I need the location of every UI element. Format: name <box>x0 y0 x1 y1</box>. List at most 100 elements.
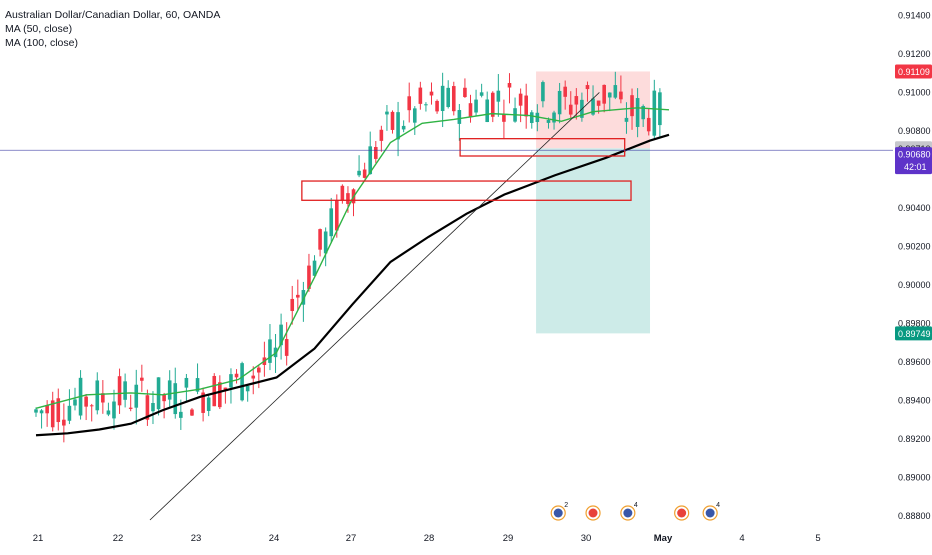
stop-price-badge[interactable] <box>895 64 932 79</box>
candle-body <box>257 367 261 373</box>
ma50-legend-label[interactable]: MA (50, close) <box>5 23 73 35</box>
time-axis[interactable] <box>0 528 932 550</box>
time-tick-label: 23 <box>191 533 202 544</box>
candle-body <box>117 376 122 406</box>
candle-body <box>490 92 495 117</box>
candle-body <box>39 410 44 414</box>
candle-body <box>557 90 562 115</box>
symbol-title: Australian Dollar/Canadian Dollar, 60, O… <box>5 9 221 21</box>
price-tick-label: 0.89800 <box>898 319 931 329</box>
candle-body <box>195 378 200 392</box>
candle-body <box>184 377 189 388</box>
candle-body <box>646 117 651 132</box>
ma100-legend-label[interactable]: MA (100, close) <box>5 37 78 49</box>
candle-body <box>128 407 133 409</box>
candle-body <box>362 169 367 178</box>
target-price-badge-text: 0.89749 <box>898 329 931 339</box>
take-profit-zone[interactable] <box>536 148 651 334</box>
candle-body <box>496 90 501 102</box>
countdown-text: 42:01 <box>904 162 927 172</box>
target-price-badge[interactable] <box>895 326 932 341</box>
economic-event-icon[interactable] <box>674 505 690 521</box>
candle-body <box>301 290 306 305</box>
candle-body <box>563 86 567 97</box>
economic-event-icon[interactable]: 2 <box>550 502 568 521</box>
candle-body <box>56 398 61 423</box>
candle-body <box>212 375 217 407</box>
time-tick-label: 4 <box>739 533 744 544</box>
candle-body <box>635 98 640 127</box>
ma100-line[interactable] <box>35 133 670 437</box>
price-axis[interactable] <box>893 0 932 550</box>
candle-body <box>652 90 657 136</box>
trendline[interactable] <box>149 92 600 521</box>
candle-body <box>201 392 205 413</box>
candle-body <box>162 394 166 402</box>
candle-body <box>468 103 473 118</box>
candle-body <box>591 98 595 115</box>
candle-body <box>140 377 144 381</box>
price-tick-label: 0.91400 <box>898 10 931 20</box>
candle-body <box>457 110 462 124</box>
candle-body <box>223 387 228 391</box>
candle-body <box>641 106 645 120</box>
candle-body <box>95 380 100 411</box>
support-box[interactable] <box>301 180 632 201</box>
candle-body <box>624 117 629 122</box>
candle-body <box>50 400 55 428</box>
candle-body <box>335 200 339 231</box>
candle-body <box>151 403 155 412</box>
candle-body <box>429 91 434 96</box>
candle-body <box>290 298 295 312</box>
time-tick-label: 22 <box>113 533 124 544</box>
economic-event-icon[interactable]: 4 <box>620 502 638 521</box>
candle-body <box>451 86 456 112</box>
candle-body <box>385 111 389 115</box>
candle-body <box>602 84 606 104</box>
price-tick-label: 0.89000 <box>898 473 931 483</box>
candle-body <box>73 399 77 406</box>
candle-body <box>368 146 373 175</box>
resistance-box[interactable] <box>459 138 626 157</box>
current-price-badge[interactable] <box>895 147 932 175</box>
candle-body <box>541 82 545 102</box>
candle-body <box>206 397 211 411</box>
economic-event-icon[interactable] <box>585 505 601 521</box>
candle-body <box>630 95 634 117</box>
candle-body <box>568 104 573 115</box>
price-tick-label: 0.89200 <box>898 434 931 444</box>
ma50-line[interactable] <box>35 107 670 409</box>
candle-body <box>346 193 350 204</box>
time-tick-label: 28 <box>424 533 435 544</box>
candle-body <box>524 95 528 117</box>
candle-body <box>34 409 38 413</box>
candle-body <box>485 99 490 123</box>
candle-body <box>552 112 556 123</box>
time-tick-label: 5 <box>815 533 820 544</box>
price-tick-label: 0.91000 <box>898 87 931 97</box>
candle-body <box>134 384 139 408</box>
candle-body <box>329 208 334 237</box>
candle-body <box>112 401 116 419</box>
candle-body <box>179 411 183 418</box>
candle-body <box>84 396 88 407</box>
candle-body <box>529 112 534 124</box>
candle-body <box>240 363 244 401</box>
price-tick-label: 0.90000 <box>898 280 931 290</box>
candle-body <box>619 91 623 100</box>
candle-body <box>435 100 439 112</box>
candle-body <box>67 405 72 421</box>
candle-body <box>607 92 612 98</box>
candle-body <box>173 383 178 415</box>
price-tick-label: 0.91200 <box>898 49 931 59</box>
candle-body <box>357 170 361 176</box>
economic-event-icon[interactable]: 4 <box>702 502 720 521</box>
candle-body <box>251 375 256 379</box>
candle-body <box>340 185 345 201</box>
candle-body <box>123 381 127 400</box>
candle-body <box>390 111 395 130</box>
candle-body <box>284 339 289 356</box>
candle-body <box>474 99 478 113</box>
